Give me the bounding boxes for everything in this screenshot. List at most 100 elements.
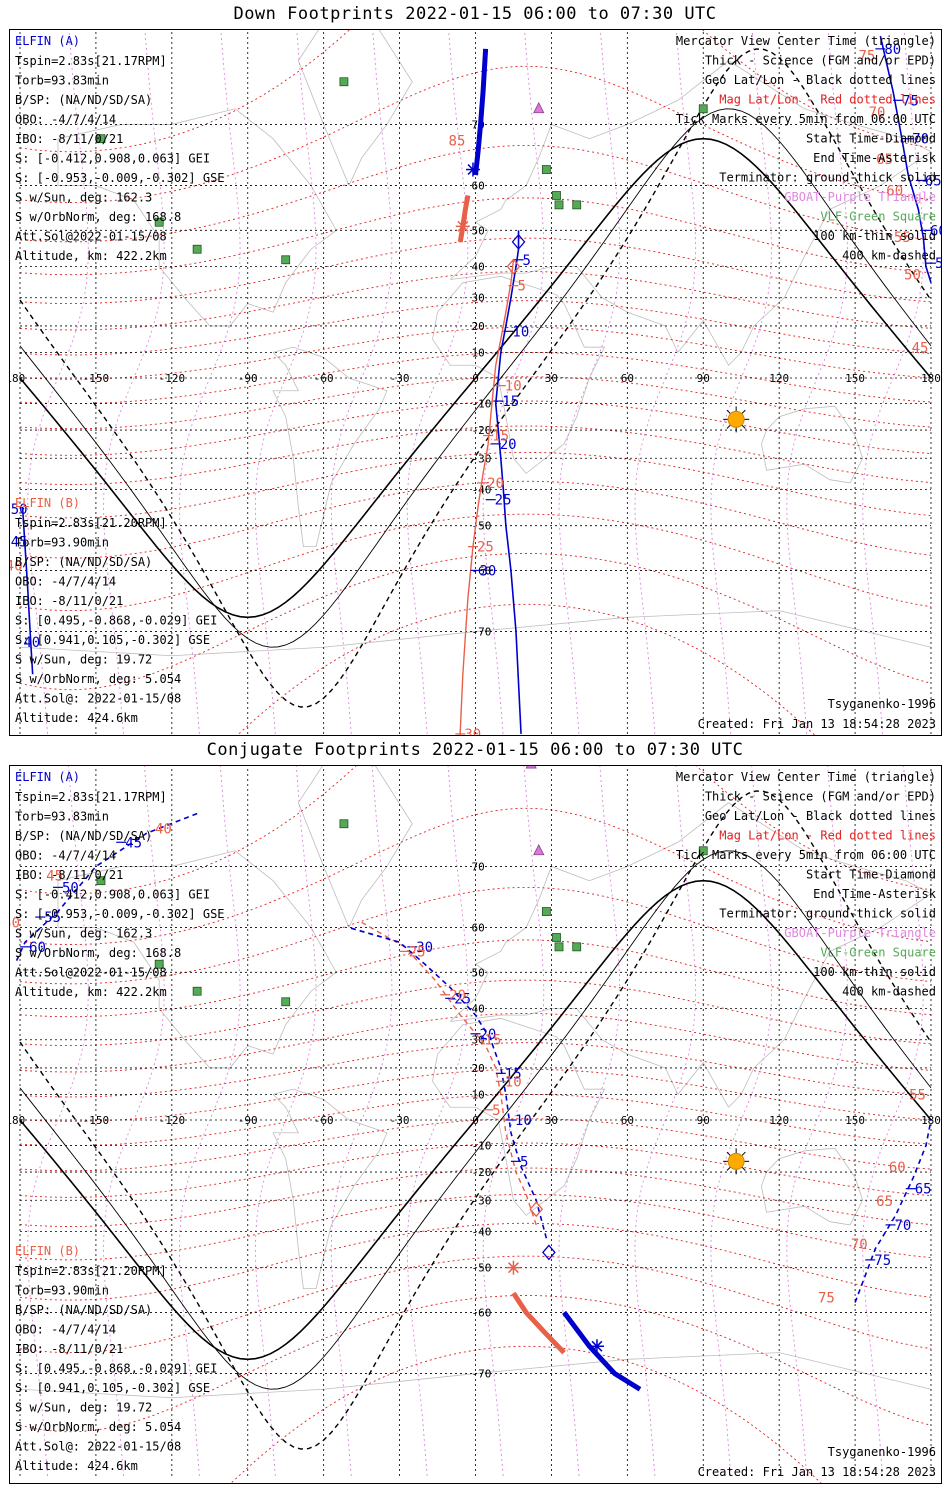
- label-elfin-b-right: 60: [886, 183, 903, 199]
- lat-tick-label: -70: [472, 1368, 492, 1381]
- elfin-b-info-line: Altitude: 424.6km: [15, 1459, 138, 1473]
- lat-tick-label: -40: [472, 1225, 492, 1238]
- label-elfin-b-right: 65: [876, 152, 893, 168]
- lon-tick-label: -150: [83, 372, 110, 385]
- terminator-ground: [19, 137, 932, 619]
- land-outline: [57, 850, 337, 1069]
- lat-tick-label: 50: [472, 224, 485, 237]
- elfin-b-info-line: Torb=93.90min: [15, 536, 109, 550]
- label-elfin-b-right: 50: [904, 267, 921, 283]
- sun-ray: [726, 424, 731, 429]
- tick-elfin-a-right-label: 65: [915, 1182, 932, 1198]
- vlf-square: [552, 191, 561, 200]
- vlf-square: [154, 217, 164, 227]
- lon-tick-label: 120: [769, 1114, 789, 1127]
- land-outline: [761, 1147, 864, 1226]
- asterisk-stroke: [507, 1262, 519, 1274]
- mag-lon-line: [27, 30, 89, 734]
- asterisk-stroke: [457, 220, 469, 232]
- mag-lon-grid: [27, 30, 924, 734]
- mag-lon-line: [254, 766, 317, 1476]
- label-elfin-b-right: 70: [869, 105, 886, 121]
- mag-lon-line: [406, 766, 469, 1476]
- lon-tick-label: 90: [697, 1114, 710, 1127]
- label-elfin-b-right: 70: [851, 1237, 868, 1253]
- legend-line: End Time-Asterisk: [813, 151, 937, 165]
- lat-tick-label: -20: [472, 1166, 492, 1179]
- lon-tick-label: 120: [769, 372, 789, 385]
- lat-tick-label: 40: [472, 1003, 485, 1016]
- tick-elfin-a-right-label: 60: [930, 223, 941, 239]
- legend-line: VLF-Green Square: [820, 946, 936, 960]
- vlf-square: [281, 997, 291, 1007]
- legend-line: Tick Marks every 5min from 06:00 UTC: [676, 112, 936, 126]
- tick-elfin-a-label: 25: [454, 991, 471, 1007]
- end-asterisk-elfin-b: [506, 1260, 521, 1275]
- mag-lon-line: [254, 30, 317, 734]
- tick-elfin-a-label: 30: [480, 563, 497, 579]
- created-timestamp: Created: Fri Jan 13 18:54:28 2023: [698, 1465, 936, 1479]
- elfin-a-title: ELFIN (A): [15, 770, 80, 784]
- legend-line: Mag Lat/Lon - Red dotted lines: [719, 829, 936, 843]
- elfin-a-info-line: Tspin=2.83s[21.17RPM]: [15, 54, 167, 68]
- legend-line: 100 km-thin solid: [813, 229, 936, 243]
- lon-tick-label: 90: [697, 372, 710, 385]
- legend-line: End Time-Asterisk: [813, 887, 937, 901]
- tick-elfin-b-label: 5: [517, 279, 525, 295]
- elfin-a-info-line: S w/OrbNorm, deg: 168.8: [15, 946, 181, 960]
- lat-tick-label: -50: [472, 1262, 492, 1275]
- terminator-ground: [19, 879, 932, 1361]
- sun-ray: [726, 1151, 731, 1157]
- vlf-square: [554, 200, 564, 210]
- label-elfin-b-top: 85: [449, 133, 466, 149]
- mag-lon-line: [103, 30, 165, 734]
- elfin-b-title: ELFIN (B): [15, 496, 80, 510]
- land-outline: [761, 405, 864, 484]
- lat-tick-label: 60: [472, 180, 485, 193]
- tick-elfin-a-right-label: 55: [935, 256, 941, 272]
- label-elfin-b-right: 55: [909, 1088, 926, 1104]
- tick-elfin-b-label: 25: [477, 540, 494, 556]
- lon-tick-label: -30: [390, 372, 410, 385]
- lon-tick-label: 180: [921, 372, 941, 385]
- lon-tick-label: 150: [845, 1114, 865, 1127]
- elfin-b-info-line: Tspin=2.83s[21.20RPM]: [15, 516, 167, 530]
- elfin-b-info-line: Att.Sol@: 2022-01-15/08: [15, 1440, 181, 1454]
- elfin-a-info-line: S w/Sun, deg: 162.3: [15, 191, 152, 205]
- vlf-square: [192, 986, 202, 996]
- legend-line: Tick Marks every 5min from 06:00 UTC: [676, 848, 936, 862]
- elfin-a-info-line: S w/Sun, deg: 162.3: [15, 927, 152, 941]
- start-diamond-elfin-b: [529, 1201, 544, 1218]
- terminator-400km: [19, 48, 932, 708]
- elfin-a-info-line: S: [-0.953,-0.009,-0.302] GSE: [15, 907, 225, 921]
- sun-icon: [723, 1148, 750, 1175]
- lat-tick-label: 10: [472, 346, 485, 359]
- sun-ray: [741, 1166, 746, 1171]
- legend-line: Thick - Science (FGM and/or EPD): [705, 790, 936, 804]
- mag-lon-line: [103, 766, 165, 1476]
- vlf-square: [541, 165, 551, 174]
- tick-elfin-a-label: 20: [480, 1027, 497, 1043]
- terminator-100km: [19, 108, 932, 648]
- elfin-a-info-line: Tspin=2.83s[21.17RPM]: [15, 790, 167, 804]
- label-elfin-b-right: 75: [818, 1291, 835, 1307]
- legend-line: VLF-Green Square: [820, 210, 936, 224]
- legend-line: Thick - Science (FGM and/or EPD): [705, 54, 936, 68]
- tick-elfin-b-label: 20: [449, 988, 466, 1004]
- track-elfin-b: [361, 921, 537, 1226]
- mag-lon-line: [406, 30, 469, 734]
- track-elfin-a-left: [21, 506, 34, 675]
- legend-line: GBOAT-Purple Triangle: [784, 190, 936, 204]
- legend-line: Mercator View Center Time (triangle): [676, 34, 936, 48]
- mag-lat-line: [230, 1345, 822, 1483]
- elfin-b-info-line: B/SP: (NA/ND/SD/SA): [15, 555, 152, 569]
- label-elfin-b-left: 50: [10, 916, 20, 932]
- lat-tick-label: -40: [472, 483, 492, 496]
- elfin-b-info-line: S: [0.495,-0.868,-0.029] GEI: [15, 614, 217, 628]
- tick-elfin-a-right-label: 75: [874, 1253, 891, 1269]
- tick-elfin-a-left-label: 60: [29, 940, 46, 956]
- gboat-triangle: [533, 101, 545, 114]
- vlf-square: [192, 244, 202, 254]
- land-outline: [57, 108, 337, 327]
- elfin-a-info-line: Att.Sol@2022-01-15/08: [15, 230, 167, 244]
